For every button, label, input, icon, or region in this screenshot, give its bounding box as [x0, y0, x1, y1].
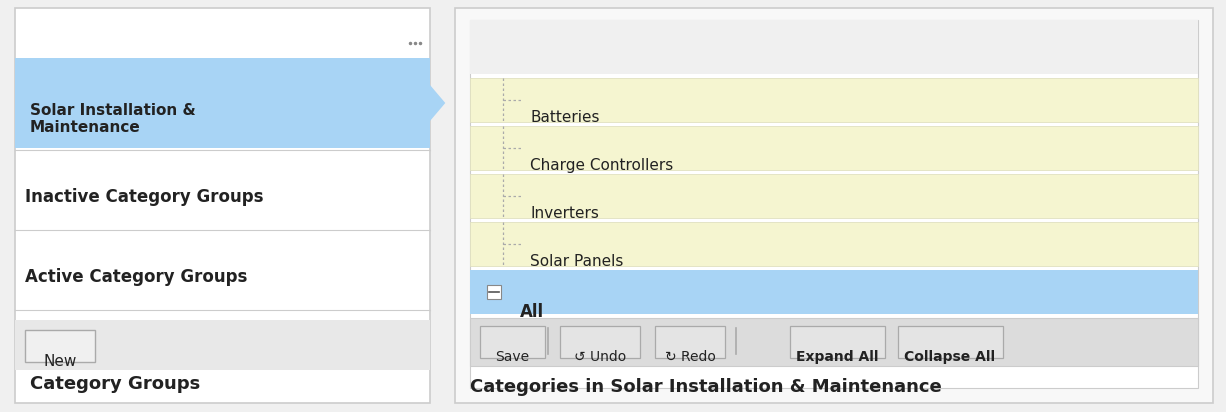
Text: Inverters: Inverters	[530, 206, 598, 221]
Bar	[487, 285, 501, 299]
Bar	[15, 58, 430, 148]
Text: ↺ Undo: ↺ Undo	[574, 350, 626, 364]
Text: All: All	[520, 303, 544, 321]
Bar	[470, 78, 1198, 122]
Bar	[470, 20, 1198, 74]
Polygon shape	[430, 85, 445, 121]
Bar	[455, 8, 1213, 403]
Bar	[790, 326, 885, 358]
Text: ↻ Redo: ↻ Redo	[664, 350, 716, 364]
Text: Active Category Groups: Active Category Groups	[25, 268, 248, 286]
Bar	[470, 222, 1198, 266]
Text: Solar Panels: Solar Panels	[530, 254, 623, 269]
Bar	[15, 8, 430, 403]
Bar	[560, 326, 640, 358]
Text: Collapse All: Collapse All	[905, 350, 996, 364]
Bar	[15, 320, 430, 370]
Bar	[25, 330, 94, 362]
Text: Categories in Solar Installation & Maintenance: Categories in Solar Installation & Maint…	[470, 378, 942, 396]
Text: Category Groups: Category Groups	[29, 375, 200, 393]
Text: Solar Installation &
Maintenance: Solar Installation & Maintenance	[29, 103, 196, 136]
Text: Expand All: Expand All	[796, 350, 878, 364]
Bar	[470, 20, 1198, 388]
Bar	[470, 318, 1198, 366]
Text: Save: Save	[495, 350, 530, 364]
Text: New: New	[43, 354, 77, 369]
Bar	[470, 174, 1198, 218]
Text: Batteries: Batteries	[530, 110, 600, 125]
Text: Inactive Category Groups: Inactive Category Groups	[25, 188, 264, 206]
Bar	[470, 270, 1198, 314]
Text: Charge Controllers: Charge Controllers	[530, 158, 673, 173]
Bar	[655, 326, 725, 358]
Bar	[897, 326, 1003, 358]
Bar	[470, 126, 1198, 170]
Bar	[481, 326, 546, 358]
